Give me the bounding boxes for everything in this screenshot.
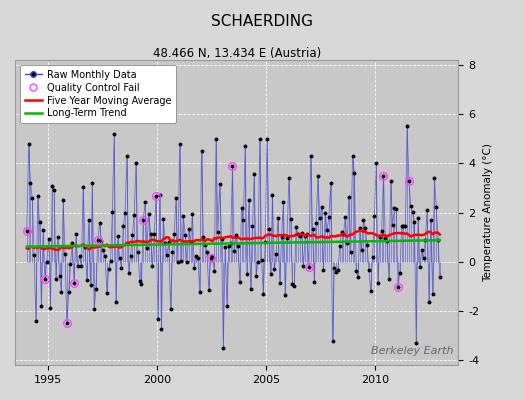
Title: 48.466 N, 13.434 E (Austria): 48.466 N, 13.434 E (Austria) xyxy=(152,47,321,60)
Text: SCHAERDING: SCHAERDING xyxy=(211,14,313,29)
Y-axis label: Temperature Anomaly (°C): Temperature Anomaly (°C) xyxy=(483,143,493,282)
Legend: Raw Monthly Data, Quality Control Fail, Five Year Moving Average, Long-Term Tren: Raw Monthly Data, Quality Control Fail, … xyxy=(20,65,177,123)
Text: Berkeley Earth: Berkeley Earth xyxy=(372,346,454,356)
